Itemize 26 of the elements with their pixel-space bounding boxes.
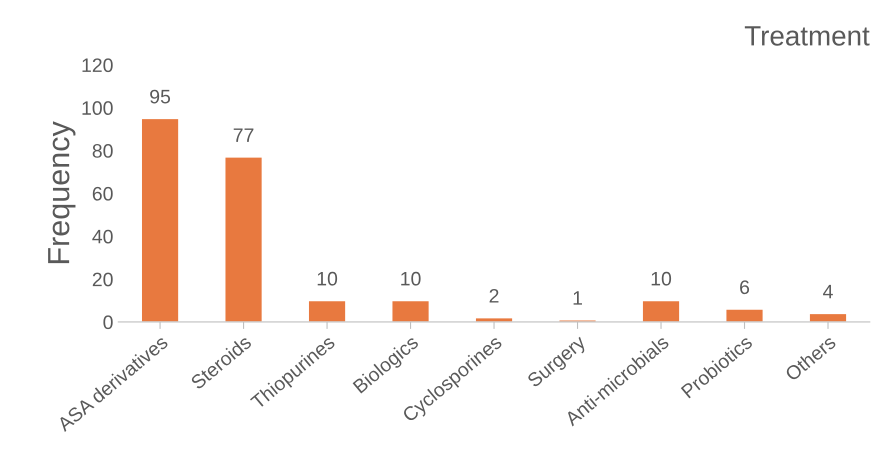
bar — [140, 118, 180, 322]
bar — [725, 308, 764, 322]
bar — [808, 312, 848, 322]
data-label: 10 — [318, 272, 338, 286]
data-label: 1 — [574, 291, 582, 305]
y-tick-label: 40 — [92, 230, 113, 244]
data-label: 95 — [150, 90, 170, 104]
y-tick-label: 0 — [103, 315, 113, 330]
data-label: 10 — [652, 272, 672, 286]
data-label: 10 — [401, 272, 421, 286]
y-axis-title: Frequency — [48, 121, 76, 264]
data-label: 6 — [740, 280, 750, 294]
y-tick-label: 20 — [92, 272, 113, 286]
bar — [224, 156, 264, 322]
y-tick-label: 80 — [92, 144, 113, 158]
bar — [642, 300, 681, 322]
y-tick-label: 60 — [92, 186, 113, 201]
bar — [391, 300, 430, 322]
bar — [308, 300, 347, 322]
data-label: 4 — [823, 284, 833, 298]
chart-title: Treatment — [744, 26, 870, 46]
bar — [474, 316, 514, 322]
data-label: 2 — [490, 288, 498, 303]
y-tick-label: 100 — [82, 101, 113, 115]
y-tick-label: 120 — [82, 58, 113, 72]
data-label: 77 — [234, 128, 254, 142]
